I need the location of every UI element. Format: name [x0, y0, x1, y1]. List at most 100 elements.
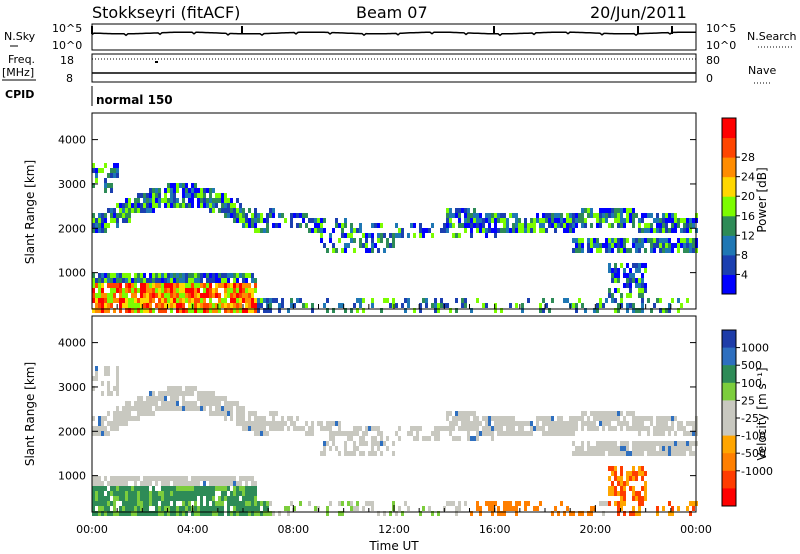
heatmap-cell: [245, 278, 248, 283]
heatmap-cell: [668, 228, 671, 233]
heatmap-cell: [692, 248, 695, 253]
heatmap-cell: [305, 213, 308, 218]
heatmap-cell: [599, 501, 602, 506]
heatmap-cell: [596, 303, 599, 308]
heatmap-cell: [653, 218, 656, 223]
heatmap-cell: [620, 208, 623, 213]
heatmap-cell: [356, 298, 359, 303]
heatmap-cell: [254, 218, 257, 223]
heatmap-cell: [104, 426, 107, 431]
heatmap-cell: [434, 298, 437, 303]
heatmap-cell: [197, 188, 200, 193]
heatmap-cell: [449, 308, 452, 313]
heatmap-cell: [200, 396, 203, 401]
heatmap-cell: [356, 446, 359, 451]
heatmap-cell: [263, 426, 266, 431]
heatmap-cell: [161, 278, 164, 283]
heatmap-cell: [668, 451, 671, 456]
heatmap-cell: [170, 496, 173, 501]
heatmap-cell: [608, 501, 611, 506]
heatmap-cell: [113, 288, 116, 293]
heatmap-cell: [254, 411, 257, 416]
heatmap-cell: [113, 163, 116, 168]
heatmap-cell: [131, 476, 134, 481]
heatmap-cell: [122, 506, 125, 511]
heatmap-cell: [140, 496, 143, 501]
heatmap-cell: [197, 396, 200, 401]
heatmap-cell: [542, 416, 545, 421]
heatmap-cell: [164, 188, 167, 193]
heatmap-cell: [605, 446, 608, 451]
heatmap-cell: [107, 381, 110, 386]
heatmap-cell: [377, 426, 380, 431]
heatmap-cell: [122, 278, 125, 283]
heatmap-cell: [545, 228, 548, 233]
heatmap-cell: [617, 501, 620, 506]
heatmap-cell: [602, 411, 605, 416]
heatmap-cell: [479, 228, 482, 233]
heatmap-cell: [134, 198, 137, 203]
colorbar-swatch: [722, 118, 736, 139]
heatmap-cell: [233, 283, 236, 288]
heatmap-cell: [149, 303, 152, 308]
heatmap-cell: [665, 426, 668, 431]
heatmap-cell: [119, 476, 122, 481]
heatmap-cell: [542, 223, 545, 228]
heatmap-cell: [641, 451, 644, 456]
heatmap-cell: [584, 208, 587, 213]
heatmap-cell: [167, 491, 170, 496]
heatmap-cell: [608, 243, 611, 248]
heatmap-cell: [524, 228, 527, 233]
heatmap-cell: [617, 223, 620, 228]
heatmap-cell: [587, 213, 590, 218]
heatmap-cell: [656, 218, 659, 223]
heatmap-cell: [371, 298, 374, 303]
heatmap-cell: [179, 273, 182, 278]
heatmap-cell: [119, 293, 122, 298]
heatmap-cell: [575, 446, 578, 451]
heatmap-cell: [248, 501, 251, 506]
heatmap-cell: [542, 228, 545, 233]
heatmap-cell: [194, 501, 197, 506]
heatmap-cell: [101, 213, 104, 218]
heatmap-cell: [242, 496, 245, 501]
heatmap-cell: [623, 441, 626, 446]
heatmap-cell: [686, 421, 689, 426]
heatmap-cell: [185, 193, 188, 198]
heatmap-cell: [152, 501, 155, 506]
heatmap-cell: [185, 486, 188, 491]
heatmap-cell: [623, 218, 626, 223]
heatmap-cell: [239, 298, 242, 303]
heatmap-cell: [419, 426, 422, 431]
heatmap-cell: [689, 248, 692, 253]
heatmap-cell: [593, 451, 596, 456]
heatmap-cell: [110, 476, 113, 481]
heatmap-cell: [125, 481, 128, 486]
colorbar-tick: -1000: [741, 465, 773, 478]
heatmap-cell: [473, 416, 476, 421]
heatmap-cell: [332, 436, 335, 441]
heatmap-cell: [92, 288, 95, 293]
heatmap-cell: [206, 303, 209, 308]
heatmap-cell: [191, 386, 194, 391]
heatmap-cell: [494, 308, 497, 313]
heatmap-cell: [224, 496, 227, 501]
heatmap-cell: [455, 411, 458, 416]
heatmap-cell: [251, 421, 254, 426]
heatmap-cell: [623, 248, 626, 253]
heatmap-cell: [671, 218, 674, 223]
heatmap-cell: [209, 198, 212, 203]
heatmap-cell: [185, 406, 188, 411]
heatmap-cell: [113, 278, 116, 283]
heatmap-cell: [503, 511, 506, 516]
heatmap-cell: [338, 238, 341, 243]
heatmap-cell: [569, 426, 572, 431]
heatmap-cell: [131, 208, 134, 213]
heatmap-cell: [488, 421, 491, 426]
heatmap-cell: [191, 391, 194, 396]
heatmap-cell: [185, 476, 188, 481]
heatmap-cell: [638, 238, 641, 243]
heatmap-cell: [329, 501, 332, 506]
heatmap-cell: [497, 228, 500, 233]
heatmap-cell: [185, 391, 188, 396]
